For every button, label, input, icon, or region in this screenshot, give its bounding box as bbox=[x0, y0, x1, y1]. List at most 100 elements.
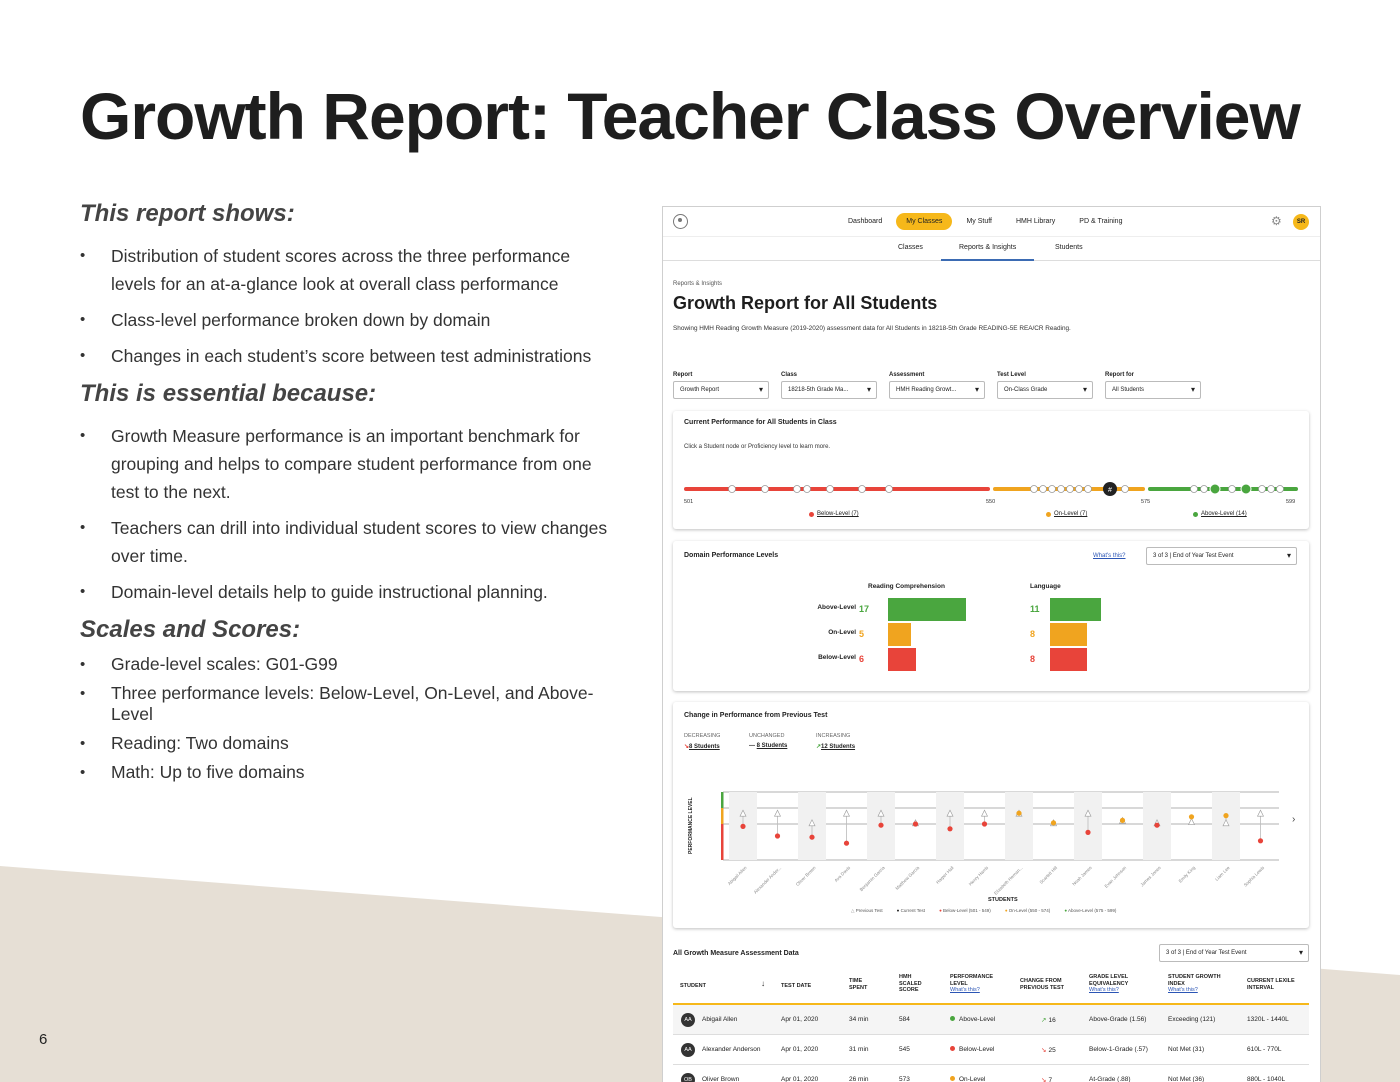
sort-arrow-icon[interactable]: ↓ bbox=[761, 979, 765, 988]
student-tick-label: Scarlett Hill bbox=[1039, 865, 1059, 885]
th-lexile[interactable]: CURRENT LEXILE INTERVAL bbox=[1247, 978, 1295, 991]
stat-increasing[interactable]: ↗12 Students bbox=[816, 743, 855, 750]
domain-bar[interactable] bbox=[888, 648, 916, 671]
domain-value: 8 bbox=[1030, 629, 1036, 639]
change-value: ↘ 7 bbox=[1041, 1077, 1053, 1082]
subtab-students[interactable]: Students bbox=[1055, 244, 1083, 251]
bullet: Math: Up to five domains bbox=[80, 762, 610, 783]
student-tick-label: James Jones bbox=[1139, 865, 1162, 888]
section-heading: This report shows: bbox=[80, 200, 295, 227]
nav-my-classes[interactable]: My Classes bbox=[896, 213, 953, 230]
dot-icon: ● bbox=[1064, 908, 1069, 913]
nav-hmh-library[interactable]: HMH Library bbox=[1015, 218, 1056, 225]
previous-test-marker bbox=[1257, 809, 1264, 817]
performance-level: Above-Level bbox=[950, 1016, 995, 1023]
current-test-marker bbox=[912, 821, 919, 827]
legend-above[interactable]: Above-Level (14) bbox=[1193, 511, 1247, 517]
previous-test-marker bbox=[981, 809, 988, 817]
stat-unchanged[interactable]: — 8 Students bbox=[749, 743, 787, 749]
legend-below[interactable]: Below-Level (7) bbox=[809, 511, 859, 517]
test-level-select[interactable]: On-Class Grade bbox=[997, 381, 1093, 399]
th-sgi[interactable]: STUDENT GROWTH INDEX What's this? bbox=[1168, 974, 1223, 994]
whats-this-link[interactable]: What's this? bbox=[1093, 553, 1126, 559]
previous-test-marker bbox=[808, 819, 816, 827]
table-row[interactable]: AA Abigail Allen Apr 01, 2020 34 min 584 Abov… bbox=[673, 1005, 1309, 1035]
domain-bar[interactable] bbox=[1050, 623, 1087, 646]
current-test-marker bbox=[1050, 820, 1057, 826]
nav-my-stuff[interactable]: My Stuff bbox=[966, 218, 992, 225]
th-scaled-score[interactable]: HMH SCALED SCORE bbox=[899, 974, 922, 993]
grade-level-equivalency: Below-1-Grade (.57) bbox=[1089, 1046, 1148, 1053]
legend-label: Above-Level (14) bbox=[1201, 511, 1247, 517]
time-spent: 31 min bbox=[849, 1046, 869, 1053]
nav-dashboard[interactable]: Dashboard bbox=[848, 218, 883, 225]
subtab-reports[interactable]: Reports & Insights bbox=[940, 244, 1035, 261]
chevron-right-icon[interactable]: › bbox=[1292, 814, 1296, 825]
current-test-marker bbox=[1188, 814, 1195, 820]
domain-bar[interactable] bbox=[1050, 648, 1087, 671]
class-select[interactable]: 18218-5th Grade Ma... bbox=[781, 381, 877, 399]
previous-test-marker bbox=[1222, 819, 1230, 827]
th-student[interactable]: STUDENT bbox=[680, 983, 706, 989]
current-test-marker bbox=[1085, 829, 1091, 835]
assessment-select[interactable]: HMH Reading Growt... bbox=[889, 381, 985, 399]
performance-scale[interactable]: # bbox=[673, 471, 1309, 501]
legend-item: ● Above-Level (575 - 599) bbox=[1064, 908, 1117, 913]
table-row[interactable]: OB Oliver Brown Apr 01, 2020 26 min 573 On-Le… bbox=[673, 1065, 1309, 1082]
stat-unchanged-label: UNCHANGED bbox=[749, 733, 785, 739]
domain-col-language: Language bbox=[1030, 583, 1061, 590]
x-axis-label: STUDENTS bbox=[988, 897, 1018, 903]
th-performance-level[interactable]: PERFORMANCE LEVEL What's this? bbox=[950, 974, 1000, 994]
section-heading: This is essential because: bbox=[80, 380, 377, 407]
table-row[interactable]: AA Alexander Anderson Apr 01, 2020 31 min 54… bbox=[673, 1035, 1309, 1065]
th-test-date[interactable]: TEST DATE bbox=[781, 983, 812, 989]
hmh-logo-icon[interactable] bbox=[673, 214, 688, 229]
report-select[interactable]: Growth Report bbox=[673, 381, 769, 399]
th-gle[interactable]: GRADE LEVEL EQUIVALENCY What's this? bbox=[1089, 974, 1144, 994]
domain-bar[interactable] bbox=[888, 623, 911, 646]
legend-on[interactable]: On-Level (7) bbox=[1046, 511, 1087, 517]
row-label-above: Above-Level bbox=[817, 604, 856, 611]
slide-title: Growth Report: Teacher Class Overview bbox=[80, 79, 1301, 153]
change-performance-card: Change in Performance from Previous Test… bbox=[673, 702, 1309, 928]
domain-value: 5 bbox=[859, 629, 865, 639]
test-event-select[interactable]: 3 of 3 | End of Year Test Event bbox=[1146, 547, 1297, 565]
domain-value: 11 bbox=[1030, 604, 1040, 614]
whats-this-link[interactable]: What's this? bbox=[1168, 987, 1198, 993]
gear-icon[interactable]: ⚙ bbox=[1271, 214, 1282, 228]
stat-decreasing[interactable]: ↘8 Students bbox=[684, 743, 720, 750]
grade-level-equivalency: Above-Grade (1.56) bbox=[1089, 1016, 1147, 1023]
domain-performance-card: Domain Performance Levels What's this? 3… bbox=[673, 541, 1309, 691]
subtab-classes[interactable]: Classes bbox=[898, 244, 923, 251]
domain-col-reading: Reading Comprehension bbox=[868, 583, 945, 590]
filter-report: Report Growth Report bbox=[673, 372, 769, 399]
whats-this-link[interactable]: What's this? bbox=[1089, 987, 1119, 993]
y-axis-label: PERFORMANCE LEVEL bbox=[688, 797, 694, 854]
bullet: Teachers can drill into individual stude… bbox=[80, 514, 610, 570]
filter-report-for: Report for All Students bbox=[1105, 372, 1201, 399]
filter-label: Assessment bbox=[889, 372, 925, 378]
whats-this-link[interactable]: What's this? bbox=[950, 987, 980, 993]
report-for-select[interactable]: All Students bbox=[1105, 381, 1201, 399]
previous-test-marker bbox=[877, 809, 885, 817]
student-tick-label: Matthew Garcia bbox=[894, 865, 920, 891]
table-test-event-select[interactable]: 3 of 3 | End of Year Test Event bbox=[1159, 944, 1309, 962]
current-test-marker bbox=[1223, 813, 1229, 819]
current-test-marker bbox=[1119, 817, 1126, 823]
section-heading: Scales and Scores: bbox=[80, 616, 301, 643]
current-test-marker bbox=[981, 821, 988, 827]
table-header: STUDENT ↓ TEST DATE TIME SPENT HMH SCALE… bbox=[673, 969, 1309, 1005]
current-test-marker bbox=[843, 840, 850, 846]
lexile-interval: 880L - 1040L bbox=[1247, 1076, 1286, 1082]
user-avatar[interactable]: SR bbox=[1293, 214, 1309, 230]
breadcrumb[interactable]: Reports & Insights bbox=[673, 281, 723, 287]
filter-assessment: Assessment HMH Reading Growt... bbox=[889, 372, 985, 399]
avatar: AA bbox=[681, 1013, 695, 1027]
nav-pd-training[interactable]: PD & Training bbox=[1079, 218, 1123, 225]
th-time-spent[interactable]: TIME SPENT bbox=[849, 978, 868, 991]
domain-bar[interactable] bbox=[888, 598, 967, 621]
stat-value: 8 Students bbox=[689, 744, 720, 750]
domain-bar[interactable] bbox=[1050, 598, 1101, 621]
th-change[interactable]: CHANGE FROM PREVIOUS TEST bbox=[1020, 978, 1065, 991]
change-chart[interactable]: Abigail Allen Alexander Ander... Oliver Br… bbox=[673, 782, 1309, 902]
